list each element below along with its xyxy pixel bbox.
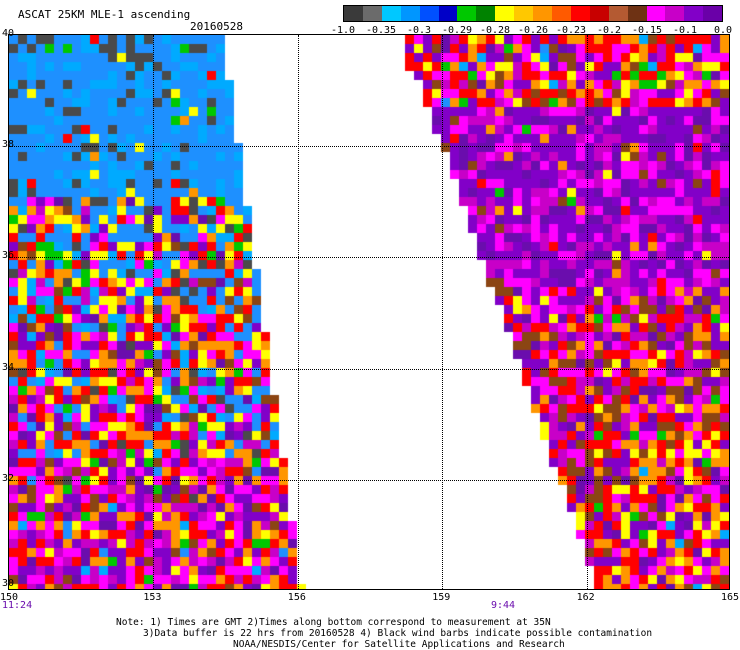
longitude-label: 153 [143, 592, 162, 603]
colorbar [343, 5, 723, 22]
longitude-label: 156 [287, 592, 306, 603]
longitude-gridline [442, 35, 444, 589]
latitude-label: 36 [2, 250, 15, 262]
colorbar-segment [646, 6, 666, 21]
colorbar-label: -0.26 [517, 25, 549, 36]
map-title: ASCAT 25KM MLE-1 ascending [18, 8, 191, 21]
longitude-gridline [297, 35, 299, 589]
colorbar-segment [551, 6, 571, 21]
colorbar-label: -0.29 [441, 25, 473, 36]
colorbar-segment [419, 6, 439, 21]
colorbar-label: -1.0 [330, 25, 356, 36]
colorbar-segment [684, 6, 704, 21]
footer-note-1: Note: 1) Times are GMT 2)Times along bot… [116, 617, 551, 628]
colorbar-label: -0.28 [479, 25, 511, 36]
colorbar-segment [589, 6, 609, 21]
colorbar-segment [570, 6, 590, 21]
colorbar-segment [476, 6, 496, 21]
latitude-label: 38 [2, 139, 15, 151]
colorbar-label: -0.15 [631, 25, 663, 36]
colorbar-segment [457, 6, 477, 21]
colorbar-label: -0.3 [406, 25, 432, 36]
footer-credit: NOAA/NESDIS/Center for Satellite Applica… [233, 639, 565, 650]
colorbar-label: -0.1 [672, 25, 698, 36]
longitude-label: 150 [0, 592, 19, 603]
colorbar-segment [514, 6, 534, 21]
map-date: 20160528 [190, 20, 243, 33]
latitude-label: 32 [2, 472, 15, 484]
latitude-gridline [9, 368, 729, 370]
colorbar-segment [703, 6, 723, 21]
latitude-gridline [9, 257, 729, 259]
colorbar-label: -0.35 [365, 25, 397, 36]
latitude-label: 34 [2, 361, 15, 373]
time-right: 9:44 [491, 600, 516, 611]
time-left: 11:24 [2, 600, 33, 611]
colorbar-segment [665, 6, 685, 21]
longitude-gridline [153, 35, 155, 589]
colorbar-label: -0.23 [555, 25, 587, 36]
colorbar-segment [495, 6, 515, 21]
map-panel [8, 34, 730, 590]
colorbar-segment [438, 6, 458, 21]
colorbar-segment [533, 6, 552, 21]
longitude-label: 159 [432, 592, 451, 603]
longitude-label: 165 [721, 592, 740, 603]
latitude-gridline [9, 479, 729, 481]
colorbar-segment [400, 6, 420, 21]
colorbar-segment [362, 6, 382, 21]
scatterometer-swaths [9, 35, 729, 589]
longitude-label: 162 [576, 592, 595, 603]
colorbar-segment [381, 6, 401, 21]
latitude-gridline [9, 146, 729, 148]
colorbar-segment [344, 6, 363, 21]
footer-note-2: 3)Data buffer is 22 hrs from 20160528 4)… [143, 628, 653, 639]
longitude-gridline [586, 35, 588, 589]
colorbar-label: -0.2 [596, 25, 622, 36]
latitude-label: 40 [2, 28, 15, 39]
latitude-label: 30 [2, 578, 15, 589]
colorbar-label: 0.0 [713, 25, 733, 36]
colorbar-segment [608, 6, 628, 21]
colorbar-segment [627, 6, 647, 21]
